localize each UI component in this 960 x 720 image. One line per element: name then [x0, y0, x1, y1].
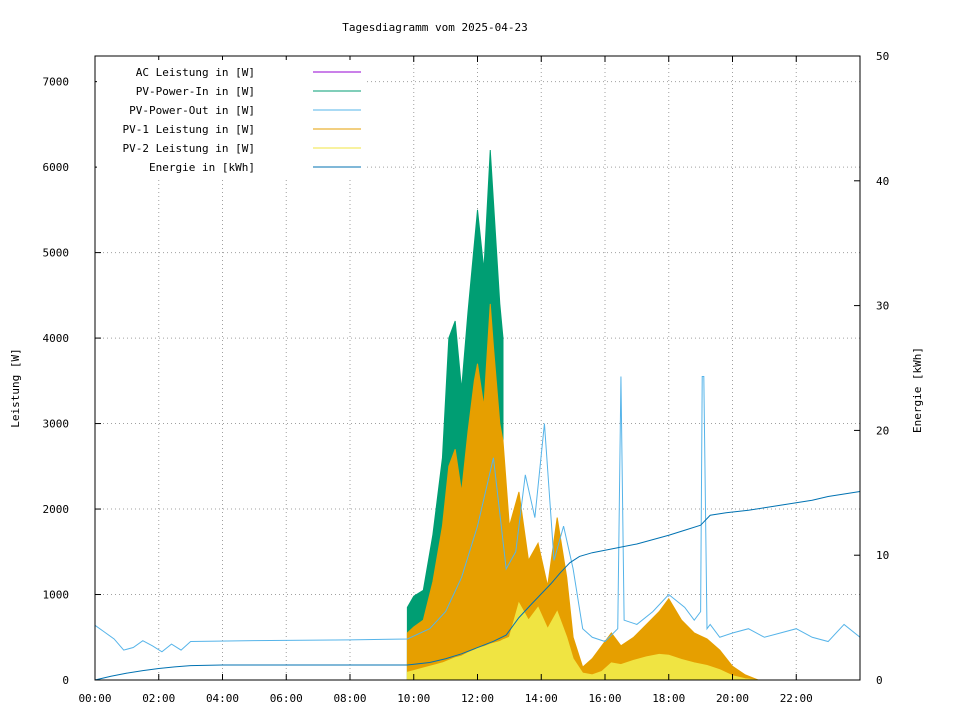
legend-entry: PV-Power-Out in [W] — [129, 104, 361, 117]
x-tick-label: 12:00 — [461, 692, 494, 705]
series-area-4 — [406, 601, 759, 681]
legend-entry: PV-2 Leistung in [W] — [123, 142, 361, 155]
x-tick-label: 06:00 — [270, 692, 303, 705]
legend-box — [97, 60, 367, 178]
legend: AC Leistung in [W] PV-Power-In in [W] PV-P… — [97, 60, 367, 178]
y-tick-label: 7000 — [43, 76, 70, 89]
x-tick-label: 10:00 — [397, 692, 430, 705]
area-series — [406, 149, 759, 681]
legend-label: Energie in [kWh] — [149, 161, 255, 174]
x-tick-label: 22:00 — [780, 692, 813, 705]
chart-title: Tagesdiagramm vom 2025-04-23 — [342, 21, 527, 34]
y-tick-label: 1000 — [43, 589, 70, 602]
x-tick-label: 14:00 — [525, 692, 558, 705]
legend-label: PV-Power-In in [W] — [136, 85, 255, 98]
legend-entry: Energie in [kWh] — [149, 161, 361, 174]
legend-label: PV-2 Leistung in [W] — [123, 142, 255, 155]
y-tick-label: 4000 — [43, 332, 70, 345]
x-tick-label: 00:00 — [78, 692, 111, 705]
x-tick-label: 04:00 — [206, 692, 239, 705]
series-line-2 — [94, 376, 861, 653]
y-tick-label: 3000 — [43, 418, 70, 431]
x-tick-label: 16:00 — [588, 692, 621, 705]
x-tick-label: 02:00 — [142, 692, 175, 705]
series-area-3 — [406, 303, 759, 681]
line-series — [94, 376, 861, 681]
y2-tick-label: 40 — [876, 175, 889, 188]
y-tick-label: 0 — [62, 674, 69, 687]
legend-label: PV-1 Leistung in [W] — [123, 123, 255, 136]
axis-ticks: 00:00 02:00 04:00 06:00 08:00 10:00 12:00 14:00… — [43, 50, 890, 705]
y2-tick-label: 30 — [876, 300, 889, 313]
y-tick-label: 6000 — [43, 161, 70, 174]
y2-tick-label: 10 — [876, 549, 889, 562]
y-tick-label: 2000 — [43, 503, 70, 516]
y-tick-label: 5000 — [43, 247, 70, 260]
x-tick-label: 18:00 — [652, 692, 685, 705]
y2-tick-label: 0 — [876, 674, 883, 687]
y2-tick-label: 50 — [876, 50, 889, 63]
legend-label: AC Leistung in [W] — [136, 66, 255, 79]
legend-entry: PV-Power-In in [W] — [136, 85, 361, 98]
y2-tick-label: 20 — [876, 424, 889, 437]
x-tick-label: 20:00 — [716, 692, 749, 705]
legend-entry: PV-1 Leistung in [W] — [123, 123, 361, 136]
legend-entry: AC Leistung in [W] — [136, 66, 361, 79]
x-tick-label: 08:00 — [333, 692, 366, 705]
y2-axis-label: Energie [kWh] — [911, 347, 924, 433]
y-axis-label: Leistung [W] — [9, 348, 22, 427]
series-line-5 — [94, 491, 861, 681]
legend-label: PV-Power-Out in [W] — [129, 104, 255, 117]
